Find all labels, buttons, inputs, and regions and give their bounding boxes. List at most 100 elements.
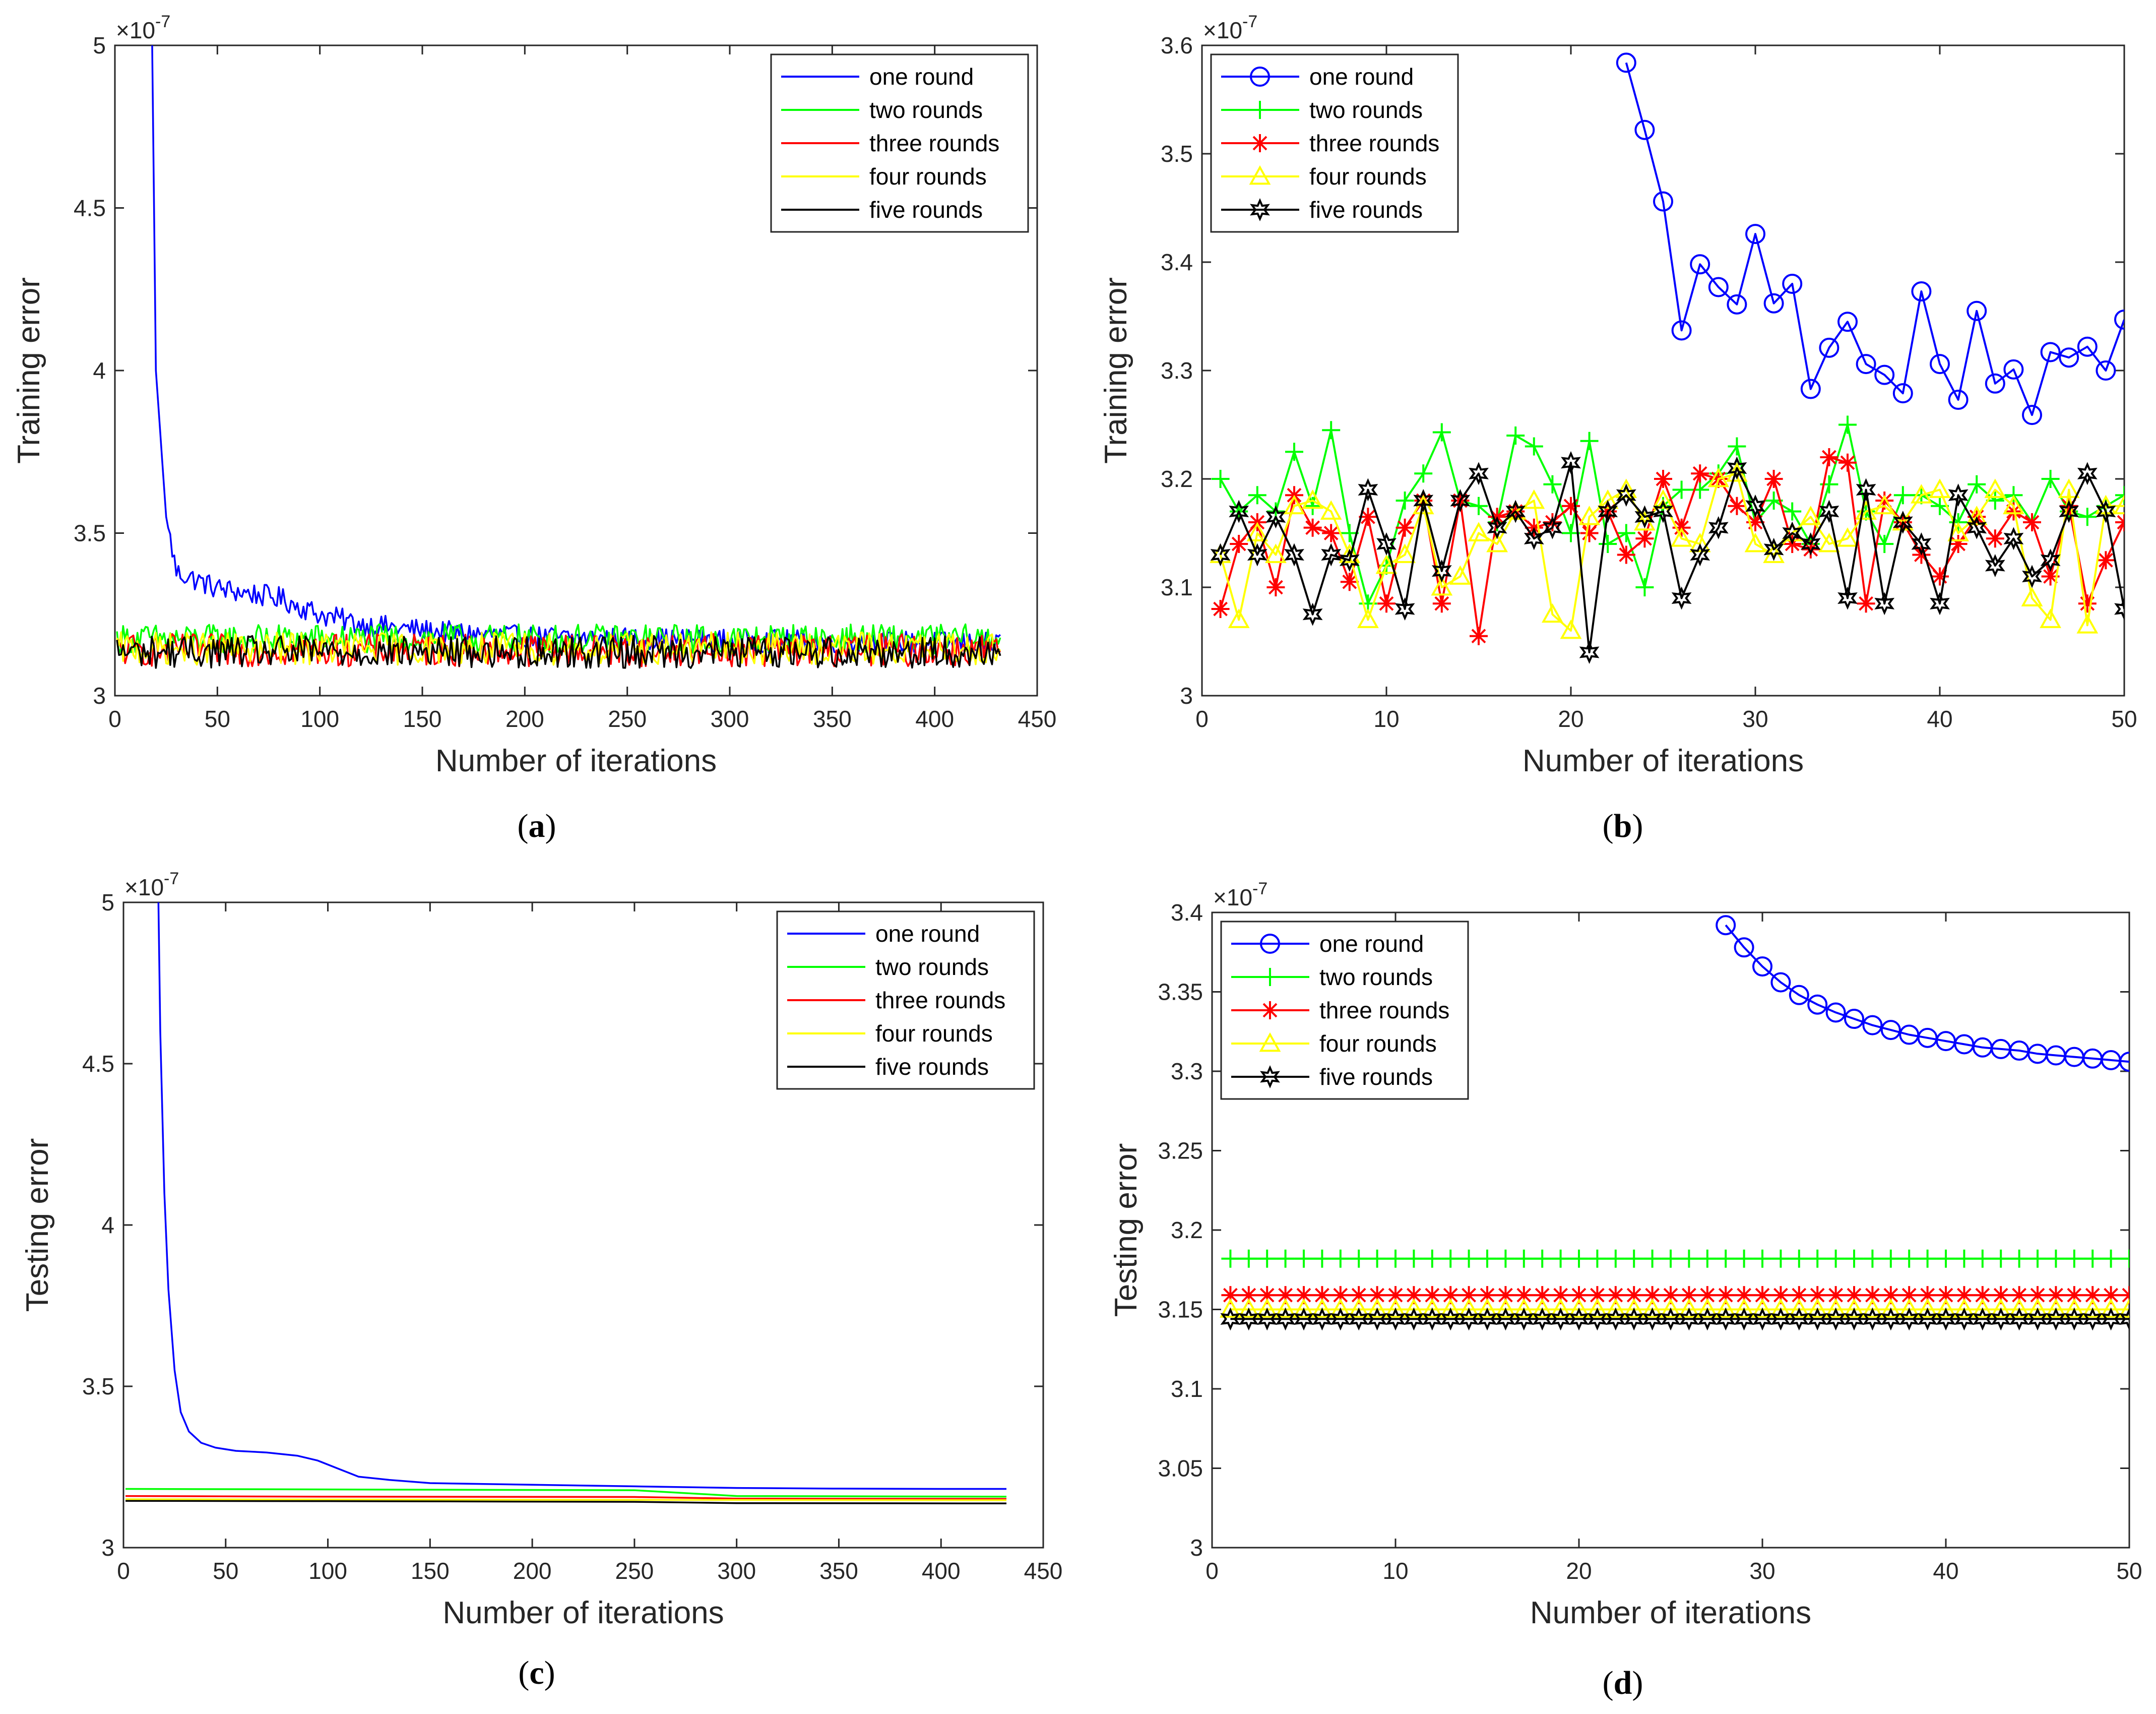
series-line-three <box>125 1495 1007 1500</box>
data-point-two <box>2078 508 2097 526</box>
data-point-two <box>1845 1249 1863 1268</box>
legend-item-five: five rounds <box>781 197 983 223</box>
data-point-two <box>1717 1249 1735 1268</box>
data-point-four <box>2118 1298 2129 1318</box>
data-point-two <box>1350 1249 1368 1268</box>
data-point-four <box>1375 554 1398 574</box>
x-tick-label: 250 <box>615 1558 654 1584</box>
legend-item-three: three rounds <box>781 130 999 156</box>
data-point-four <box>2063 1298 2085 1318</box>
data-point-four <box>2100 1298 2122 1318</box>
data-point-three <box>1423 1286 1441 1305</box>
data-point-two <box>1625 1249 1643 1268</box>
data-point-two <box>1514 1249 1533 1268</box>
data-point-three <box>1662 1286 1680 1305</box>
y-exponent-label: ×10-7 <box>1213 879 1267 910</box>
data-point-three <box>2028 1286 2047 1305</box>
data-point-three <box>2060 497 2078 515</box>
data-point-two <box>1423 1249 1441 1268</box>
data-point-three <box>1764 470 1783 488</box>
data-point-four <box>2081 1298 2104 1318</box>
data-point-three <box>1211 600 1230 618</box>
panel-caption: (a) <box>518 808 556 844</box>
legend-marker-one <box>1250 67 1270 87</box>
data-point-five <box>1422 1307 1442 1331</box>
y-tick-label: 3.3 <box>1171 1058 1203 1084</box>
data-point-four <box>1550 1298 1571 1318</box>
data-point-two <box>1771 1249 1790 1268</box>
series-line-five <box>125 1500 1007 1505</box>
data-point-four <box>2045 1298 2067 1318</box>
data-point-three <box>1313 1286 1331 1305</box>
data-point-four <box>1384 1298 1407 1318</box>
data-point-one <box>1880 1020 1901 1040</box>
data-point-three <box>2078 594 2097 613</box>
data-point-three <box>1432 594 1451 613</box>
data-point-two <box>1599 535 1617 553</box>
data-point-four <box>1275 1298 1296 1318</box>
data-point-three <box>1295 1286 1313 1305</box>
data-point-three <box>1386 1286 1405 1305</box>
data-point-three <box>1543 513 1562 531</box>
data-point-three <box>1368 1286 1386 1305</box>
data-point-three <box>2010 1286 2028 1305</box>
data-point-four <box>1605 1298 1627 1318</box>
data-point-one <box>1708 277 1729 297</box>
data-point-five <box>1880 1307 1901 1331</box>
data-point-two <box>1643 1249 1662 1268</box>
data-point-two <box>1588 1249 1607 1268</box>
legend-marker-four <box>1259 1032 1281 1052</box>
data-point-two <box>1580 432 1599 450</box>
data-point-three <box>1276 1286 1295 1305</box>
data-point-five <box>1967 516 1987 539</box>
panel-caption: (c) <box>518 1655 555 1691</box>
data-point-one <box>1752 956 1772 977</box>
data-point-two <box>1790 1249 1808 1268</box>
data-point-four <box>1917 1298 1938 1318</box>
x-tick-label: 10 <box>1373 706 1399 732</box>
x-axis-label: Number of iterations <box>435 744 717 778</box>
data-point-five <box>1634 505 1655 529</box>
data-point-one <box>1734 937 1754 958</box>
data-point-four <box>1329 1298 1352 1318</box>
x-tick-label: 400 <box>915 706 954 732</box>
legend-label: five rounds <box>875 1054 989 1080</box>
data-point-three <box>1405 1286 1423 1305</box>
data-point-five <box>1837 586 1858 610</box>
data-point-one <box>1844 1009 1864 1029</box>
data-point-five <box>2119 1307 2129 1331</box>
legend-label: five rounds <box>1309 197 1423 223</box>
data-point-five <box>1312 1307 1333 1331</box>
data-point-two <box>1672 480 1691 499</box>
legend-label: three rounds <box>1319 997 1449 1023</box>
data-point-five <box>1874 592 1895 616</box>
data-point-two <box>2028 1249 2047 1268</box>
data-point-three <box>1340 573 1359 591</box>
data-point-five <box>1789 1307 1809 1331</box>
data-point-five <box>1598 500 1618 523</box>
x-axis-label: Number of iterations <box>1530 1596 1811 1630</box>
y-tick-label: 3.4 <box>1161 249 1193 275</box>
data-point-two <box>1313 1249 1331 1268</box>
data-point-two <box>1838 415 1857 434</box>
legend-box <box>1220 921 1469 1100</box>
data-point-five <box>1302 602 1323 626</box>
data-point-five <box>1917 1307 1938 1331</box>
data-point-five <box>1899 1307 1920 1331</box>
data-point-four <box>1495 1298 1516 1318</box>
data-point-five <box>1450 489 1471 512</box>
data-point-five <box>1321 543 1342 567</box>
x-tick-label: 50 <box>205 706 230 732</box>
data-point-five <box>1708 516 1729 539</box>
legend: one round two rounds three rounds four roun… <box>1220 921 1469 1100</box>
data-point-five <box>2077 462 2098 485</box>
legend: one round two rounds three rounds four roun… <box>770 53 1029 233</box>
exponent-base: ×10 <box>1203 17 1242 43</box>
data-point-one <box>1716 915 1736 936</box>
legend-label: two rounds <box>1309 97 1423 123</box>
exponent-base: ×10 <box>116 17 155 43</box>
legend-label: one round <box>1309 64 1414 90</box>
data-point-three <box>1580 524 1599 542</box>
data-point-four <box>1468 522 1490 541</box>
legend: one round two rounds three rounds four roun… <box>1210 53 1459 233</box>
